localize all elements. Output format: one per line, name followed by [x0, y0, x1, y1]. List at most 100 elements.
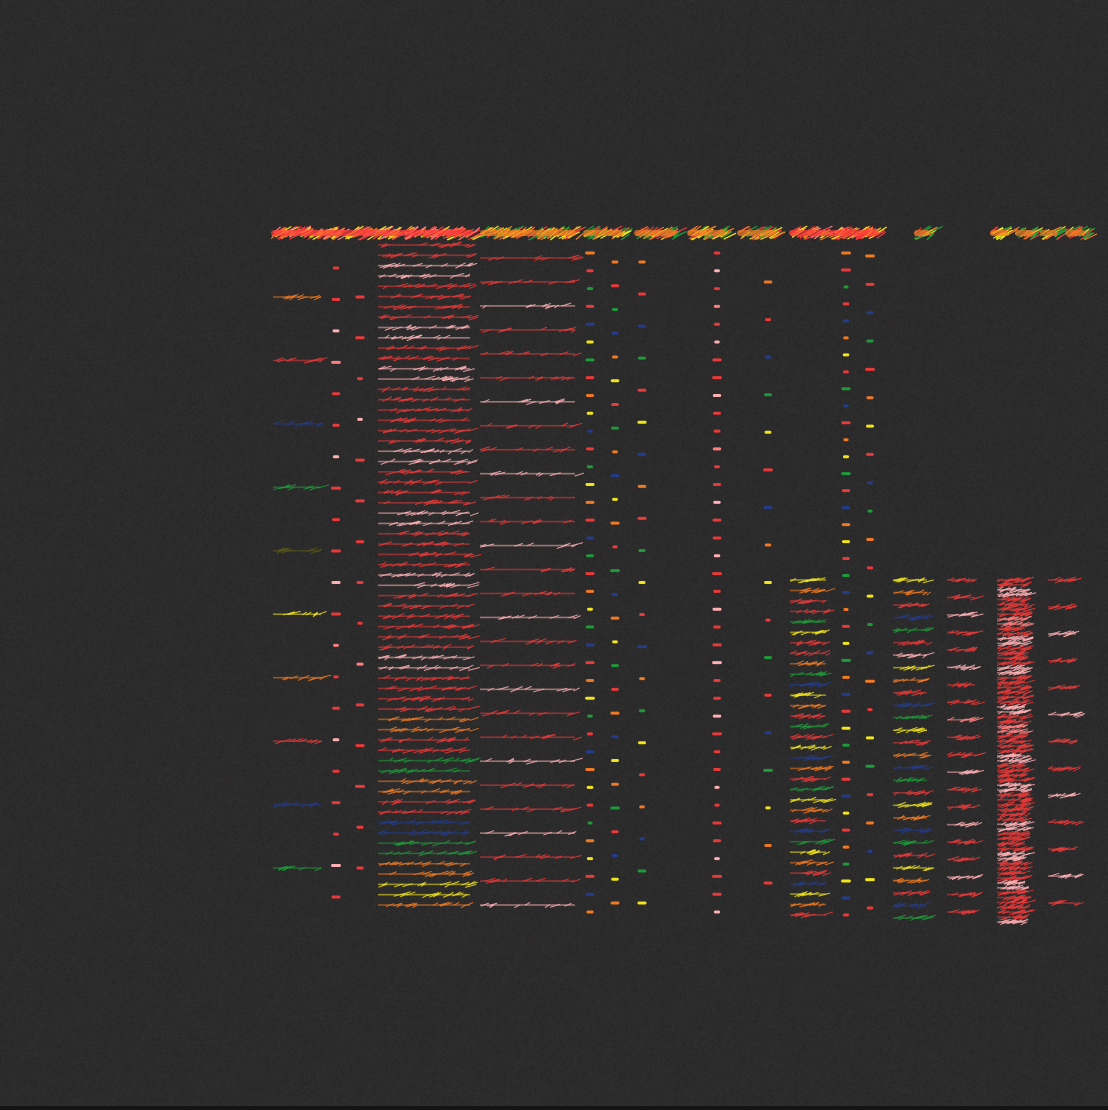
col-16-mark: [997, 576, 1035, 589]
col-12-mark: [842, 319, 850, 323]
top-band-4: [634, 226, 688, 241]
col-3-mark: [355, 295, 365, 299]
col-16-mark: [997, 899, 1036, 911]
col-13-mark: [866, 452, 874, 456]
col-13-mark: [866, 651, 874, 655]
col-6-mark: [585, 483, 595, 487]
col-2-mark: [332, 266, 340, 270]
col-5-mark: [480, 853, 582, 861]
col-9-mark: [712, 643, 722, 647]
col-12-mark: [841, 726, 851, 730]
col-11-mark: [790, 785, 834, 793]
col-4-mark: [378, 840, 478, 857]
col-16-mark: [996, 664, 1033, 676]
col-2-mark: [332, 423, 340, 427]
col-13-mark: [866, 396, 874, 400]
col-17-mark: [1048, 872, 1084, 879]
col-4-mark: [378, 777, 477, 795]
col-10-mark: [763, 280, 773, 284]
col-5-mark: [480, 830, 577, 837]
col-7: [610, 260, 620, 905]
top-band-8: [913, 225, 943, 241]
col-8-mark: [638, 260, 646, 264]
col-13-mark: [867, 481, 873, 485]
col-16-mark: [997, 635, 1034, 647]
col-2-mark: [331, 392, 341, 396]
col-9-mark: [713, 251, 721, 255]
col-10-mark: [764, 843, 772, 847]
col-12-mark: [842, 743, 850, 747]
col-9-mark: [713, 500, 721, 504]
col-5-mark: [480, 782, 575, 789]
col-9-mark: [714, 269, 720, 273]
col-12-mark: [842, 760, 850, 764]
col-16-mark: [997, 586, 1037, 598]
col-8-mark: [637, 901, 647, 905]
col-9-mark: [713, 625, 721, 629]
col-7-mark: [611, 687, 619, 691]
col-2-mark: [332, 769, 340, 773]
col-11-mark: [790, 817, 826, 825]
col-13-mark: [866, 906, 874, 910]
col-11-mark: [790, 629, 830, 636]
col-7-mark: [611, 735, 619, 739]
col-14-mark: [893, 639, 933, 646]
col-2: [331, 266, 341, 899]
col-5-mark: [480, 877, 581, 885]
col-5-mark: [480, 566, 576, 573]
col-4-mark: [378, 716, 479, 734]
col-14-mark: [893, 589, 931, 596]
col-17-mark: [1048, 738, 1078, 745]
col-12-mark: [841, 523, 851, 527]
col-9-mark: [714, 465, 720, 469]
col-4-mark: [378, 303, 479, 321]
col-8-mark: [637, 484, 647, 488]
col-13-mark: [866, 424, 874, 428]
col-13-mark: [866, 339, 874, 343]
col-16-mark: [996, 752, 1036, 764]
top-band-9: [989, 225, 1020, 241]
col-9-mark: [712, 572, 722, 576]
col-15-mark: [947, 630, 984, 636]
col-3-mark: [356, 581, 364, 584]
col-6-mark: [586, 536, 594, 540]
col-16-mark: [996, 684, 1033, 696]
col-3-mark: [355, 499, 365, 503]
col-6-mark: [587, 429, 593, 433]
col-7-mark: [612, 497, 618, 501]
col-12-mark: [842, 913, 850, 917]
col-16-mark: [997, 596, 1035, 608]
col-13-mark: [867, 623, 873, 627]
col-6-mark: [587, 607, 593, 611]
col-6-mark: [586, 269, 594, 273]
col-5-mark: [480, 590, 575, 597]
col-10-mark: [763, 881, 773, 885]
col-2-mark: [332, 518, 340, 522]
col-9-mark: [713, 554, 721, 558]
col-17-mark: [1048, 899, 1084, 907]
col-4-mark: [378, 592, 478, 610]
col-10-mark: [765, 806, 771, 810]
top-band-1: [270, 225, 486, 241]
col-12-mark: [841, 489, 851, 493]
col-9-mark: [714, 803, 720, 807]
col-14-mark: [893, 839, 934, 846]
col-12-mark: [842, 353, 850, 357]
col-2-mark: [331, 895, 341, 899]
col-12-mark: [843, 607, 849, 611]
col-12-mark: [841, 709, 851, 713]
col-10-mark: [764, 355, 772, 359]
col-17-mark: [1048, 819, 1084, 826]
col-15-mark: [947, 821, 983, 828]
col-12-mark: [843, 438, 849, 442]
col-6-mark: [585, 874, 595, 878]
col-15-mark: [947, 716, 984, 723]
col-10-mark: [763, 768, 773, 772]
col-4-mark: [378, 386, 471, 403]
col-12-mark: [842, 675, 850, 679]
col-8-mark: [639, 613, 645, 617]
col-10-mark: [763, 505, 773, 509]
col-9-mark: [712, 411, 722, 415]
col-13-mark: [866, 821, 874, 825]
